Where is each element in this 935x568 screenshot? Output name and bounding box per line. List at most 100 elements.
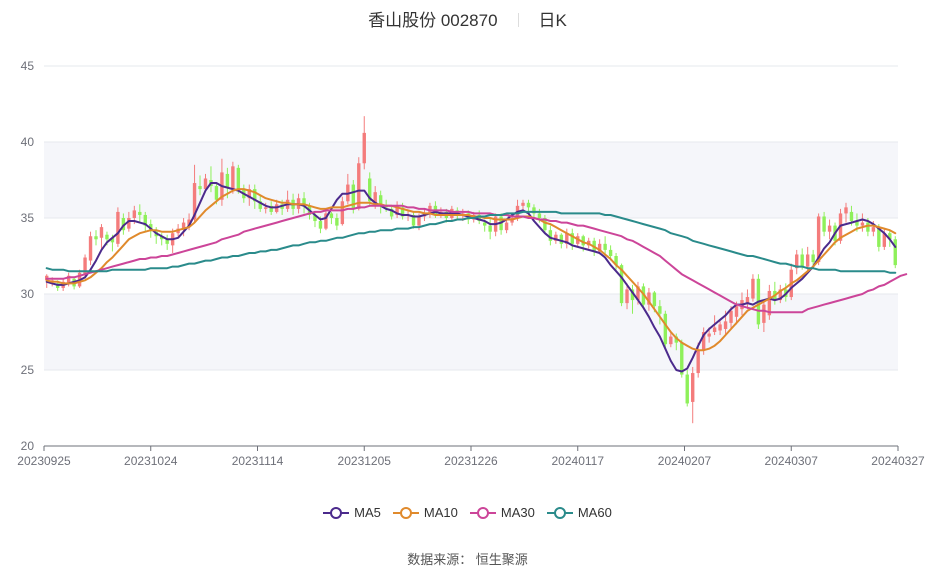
candle (488, 218, 492, 240)
candle-body (888, 233, 892, 240)
candle (521, 199, 525, 211)
candle (88, 231, 93, 266)
candle-body (477, 214, 481, 222)
candle-body (116, 211, 120, 244)
candle-body (160, 236, 164, 240)
candle (767, 284, 772, 320)
candle-body (795, 254, 799, 269)
candle-body (707, 333, 711, 337)
candle-body (543, 218, 547, 231)
x-tick-label: 20231205 (338, 454, 392, 468)
candle-body (723, 321, 728, 329)
candle-body (143, 214, 147, 226)
candle-body (696, 350, 700, 374)
y-tick-label: 45 (21, 59, 35, 73)
candle-body (630, 289, 635, 301)
data-source: 数据来源： 恒生聚源 (407, 552, 528, 567)
legend-item-ma60[interactable]: MA60 (546, 505, 612, 520)
candle-body (816, 216, 821, 263)
candle (663, 310, 668, 349)
candle-body (214, 186, 219, 200)
candle (811, 249, 815, 267)
candle-body (236, 167, 241, 190)
legend-label: MA10 (423, 505, 458, 520)
candle (143, 211, 147, 232)
legend-item-ma10[interactable]: MA10 (392, 505, 458, 520)
candle (630, 284, 635, 314)
candle-body (121, 218, 126, 231)
candle-body (751, 278, 755, 299)
candle-body (636, 286, 640, 301)
candle-body (866, 222, 870, 232)
legend-item-ma5[interactable]: MA5 (323, 505, 381, 520)
grid-lines (44, 65, 898, 447)
candle (94, 230, 98, 246)
candle-body (127, 218, 131, 229)
candle-body (674, 336, 678, 343)
candle (368, 172, 372, 206)
candle-body (340, 201, 345, 225)
background-band (44, 142, 898, 218)
candle (335, 213, 339, 231)
ma-line-ma60 (45, 210, 897, 274)
candle-body (734, 306, 739, 317)
candle-body (800, 254, 804, 267)
candle-body (504, 222, 509, 231)
candle-body (110, 237, 115, 243)
candle-body (871, 227, 876, 232)
x-tick-label: 20240207 (658, 454, 712, 468)
period-label: 日K (538, 11, 567, 30)
candle-body (378, 195, 383, 206)
candle (822, 211, 826, 237)
stock-name: 香山股份 002870 (368, 11, 498, 30)
candle (526, 199, 531, 212)
candle (565, 228, 569, 249)
candle (827, 219, 832, 240)
candle (860, 213, 865, 232)
candle (795, 249, 799, 275)
y-tick-label: 35 (21, 211, 35, 225)
y-tick-label: 25 (21, 363, 35, 377)
candle (674, 333, 678, 351)
candle-body (99, 227, 104, 238)
candle (247, 184, 251, 206)
candle-body (94, 236, 98, 240)
candle-body (663, 313, 668, 345)
candle-body (395, 205, 399, 215)
candle (116, 207, 120, 247)
legend-label: MA30 (500, 505, 535, 520)
candle (395, 201, 399, 218)
candle-body (570, 233, 574, 244)
candle-body (389, 208, 394, 217)
candle-body (198, 186, 202, 190)
candle-body (811, 254, 815, 263)
candle (603, 236, 607, 256)
candle (554, 231, 558, 244)
legend-item-ma30[interactable]: MA30 (469, 505, 535, 520)
candle (658, 300, 662, 325)
legend-label: MA5 (354, 505, 381, 520)
candle (302, 192, 306, 214)
candle (121, 213, 126, 235)
y-tick-label: 40 (21, 135, 35, 149)
candle-body (860, 222, 865, 226)
candle-body (537, 213, 542, 218)
candle-body (597, 243, 602, 252)
ma-line-ma10 (45, 188, 897, 352)
candle-body (619, 265, 624, 304)
candle-body (247, 189, 251, 199)
candle-body (324, 213, 328, 229)
candle-body (400, 207, 405, 217)
y-tick-label: 30 (21, 287, 35, 301)
candle-body (329, 213, 334, 218)
legend-swatch (546, 506, 573, 519)
candle-body (844, 207, 848, 214)
candle (597, 239, 602, 255)
candle-body (805, 254, 810, 267)
candle-body (647, 292, 651, 305)
candle-body (253, 189, 257, 202)
candle (685, 370, 689, 407)
chart-title: 香山股份 002870 日K (0, 6, 935, 30)
candle-body (149, 224, 153, 231)
